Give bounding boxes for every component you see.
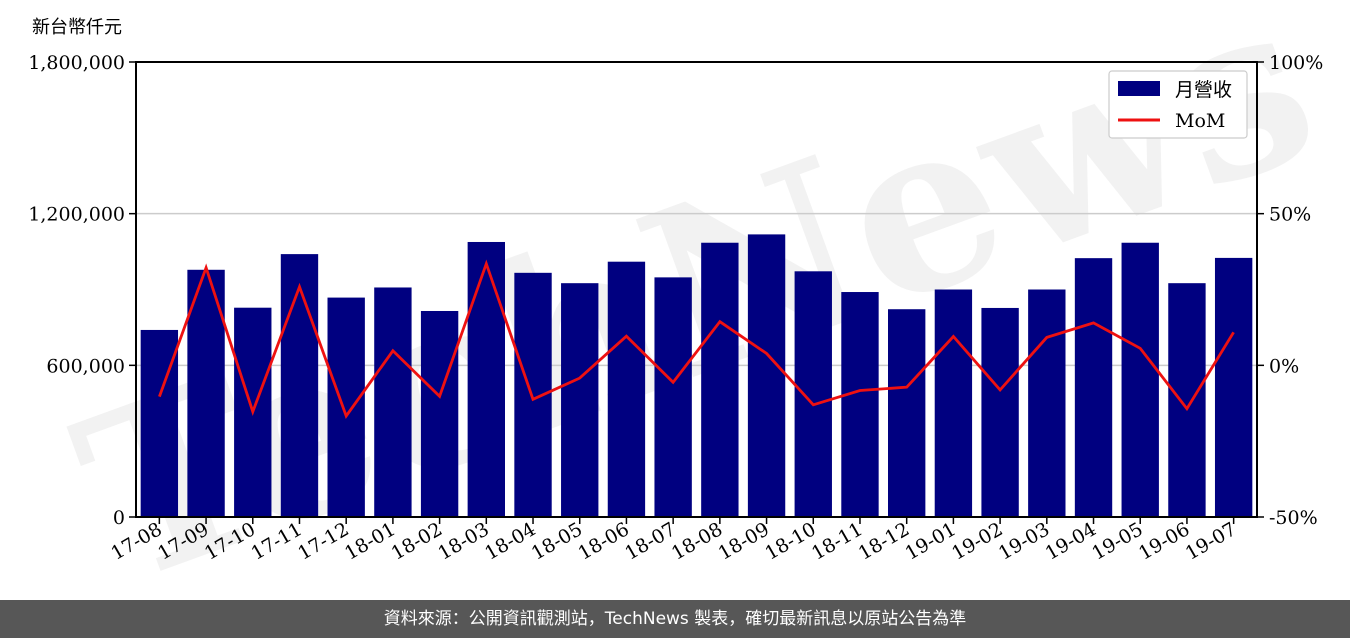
revenue-chart: TechNews 0 600,000 1,200,000 1,800,000 -50% 0…: [28, 0, 1345, 637]
bar-18-11: [841, 292, 879, 517]
bar-17-12: [327, 297, 365, 517]
bar-18-05: [561, 283, 599, 517]
legend-label-revenue: 月營收: [1175, 79, 1232, 101]
y-right-tick-label: -50%: [1269, 507, 1318, 529]
x-tick-label: 18-12: [855, 518, 913, 564]
legend-swatch-bar: [1118, 81, 1160, 96]
mom-line: [158, 259, 1235, 419]
x-tick-label: 18-05: [528, 518, 586, 564]
x-tick-label: 19-01: [901, 518, 959, 564]
bar-19-04: [1074, 258, 1113, 517]
source-footer: 資料來源：公開資訊觀測站，TechNews 製表，確切最新訊息以原站公告為準: [0, 600, 1350, 638]
y-left-tick-label: 1,200,000: [28, 204, 125, 226]
mom-line-group: [158, 259, 1235, 419]
bar-18-03: [467, 241, 505, 517]
y-left-tick-label: 1,800,000: [28, 52, 125, 74]
y-left-tick-label: 600,000: [46, 355, 125, 377]
bar-19-07: [1214, 257, 1253, 517]
x-tick-label: 18-07: [621, 518, 679, 564]
y-left-tick-label: 0: [113, 507, 125, 529]
bar-19-01: [934, 289, 973, 517]
bar-18-10: [794, 271, 832, 517]
bar-19-05: [1121, 242, 1159, 517]
bar-18-01: [374, 287, 412, 517]
x-tick-label: 19-05: [1088, 518, 1146, 564]
bar-17-11: [280, 254, 319, 517]
x-tick-label: 19-04: [1042, 518, 1100, 564]
bar-17-09: [187, 269, 225, 517]
x-tick-label: 19-07: [1182, 518, 1240, 564]
x-tick-label: 18-10: [761, 518, 819, 564]
x-tick-label: 19-02: [948, 518, 1006, 564]
x-tick-label: 18-08: [668, 518, 726, 564]
y-right-tick-label: 100%: [1269, 52, 1323, 74]
plot-frame: [135, 61, 1258, 518]
bar-18-07: [654, 277, 692, 517]
bar-18-09: [747, 234, 786, 517]
bar-19-02: [981, 307, 1019, 517]
source-footer-text: 資料來源：公開資訊觀測站，TechNews 製表，確切最新訊息以原站公告為準: [383, 609, 967, 629]
y-right-tick-label: 50%: [1269, 204, 1311, 226]
bar-19-06: [1168, 283, 1206, 517]
legend: 月營收 MoM: [1108, 70, 1248, 139]
bar-18-04: [514, 272, 552, 517]
x-tick-label: 18-11: [808, 518, 866, 564]
bar-18-06: [607, 261, 646, 517]
bar-18-12: [888, 309, 926, 517]
x-tick-label: 18-04: [481, 518, 539, 564]
chart-svg: TechNews 0600,0001,200,0001,800,000-50%0…: [28, 0, 1345, 637]
y-right-tick-label: 0%: [1269, 355, 1299, 377]
bar-18-02: [420, 310, 459, 517]
bar-19-03: [1028, 289, 1066, 517]
bars: [140, 234, 1253, 517]
x-tick-label: 19-03: [995, 518, 1053, 564]
bar-18-08: [701, 242, 739, 517]
x-tick-label: 18-09: [715, 518, 773, 564]
x-tick-label: 18-06: [574, 518, 632, 564]
legend-label-mom: MoM: [1175, 110, 1225, 132]
units-label: 新台幣仟元: [32, 17, 122, 38]
x-tick-label: 19-06: [1135, 518, 1193, 564]
